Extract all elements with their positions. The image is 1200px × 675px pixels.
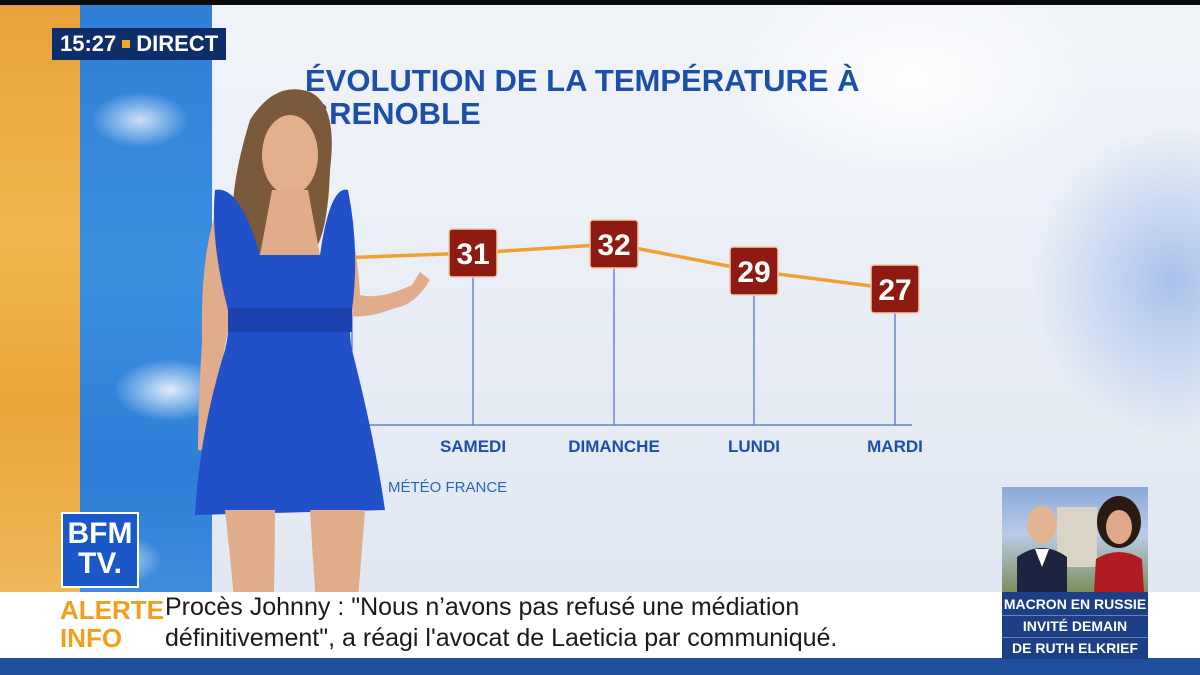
bfmtv-logo: BFM TV.: [61, 512, 139, 588]
alert-label-line-2: INFO: [60, 623, 123, 653]
alert-label-line-1: ALERTE: [60, 595, 164, 625]
presenter-figure: [195, 89, 430, 675]
graphic-title: ÉVOLUTION DE LA TEMPÉRATURE À GRENOBLE: [305, 64, 1005, 130]
clock-time: 15:27: [60, 31, 117, 56]
day-label-mardi: MARDI: [867, 437, 923, 456]
promo-line-2: INVITÉ DEMAIN: [1002, 615, 1148, 637]
live-badge: 15:27 DIRECT: [52, 28, 227, 60]
program-promo: MACRON EN RUSSIE INVITÉ DEMAIN DE RUTH E…: [1002, 487, 1148, 659]
temp-marker-samedi: [448, 228, 498, 278]
promo-caption: MACRON EN RUSSIE INVITÉ DEMAIN DE RUTH E…: [1002, 592, 1148, 659]
day-label-lundi: LUNDI: [728, 437, 780, 456]
promo-line-1: MACRON EN RUSSIE: [1003, 596, 1147, 612]
alert-text-line-1: Procès Johnny : "Nous n’avons pas refusé…: [165, 593, 800, 621]
temp-value-lundi: 29: [737, 256, 770, 289]
alert-info-label: ALERTE INFO: [60, 595, 164, 653]
source-label: MÉTÉO FRANCE: [388, 479, 508, 496]
temp-marker-lundi: [729, 246, 779, 296]
bottom-ticker-strip: [0, 658, 1200, 675]
promo-photo: [1002, 487, 1148, 592]
day-label-dimanche: DIMANCHE: [568, 437, 660, 456]
live-label: DIRECT: [136, 31, 219, 56]
temp-value-mardi: 27: [878, 274, 911, 307]
top-black-bar: [0, 0, 1200, 5]
title-line-2: GRENOBLE: [305, 96, 481, 131]
temp-value-samedi: 31: [456, 238, 489, 271]
title-line-1: ÉVOLUTION DE LA TEMPÉRATURE À: [305, 63, 860, 98]
temp-marker-mardi: [870, 264, 920, 314]
alert-text-line-2: définitivement", a réagi l'avocat de Lae…: [165, 624, 838, 652]
alert-headline: Procès Johnny : "Nous n’avons pas refusé…: [165, 592, 995, 654]
day-label-samedi: SAMEDI: [440, 437, 506, 456]
promo-portraits-image: [1017, 496, 1144, 592]
temp-value-dimanche: 32: [597, 229, 630, 262]
temp-marker-dimanche: [589, 219, 639, 269]
promo-line-3: DE RUTH ELKRIEF: [1002, 637, 1148, 659]
orange-square-icon: [122, 40, 131, 48]
temperature-chart: 31 32 29 27 SAMEDI DIMANCHE LUNDI MARDI: [332, 219, 923, 456]
alert-banner: [0, 592, 1200, 658]
